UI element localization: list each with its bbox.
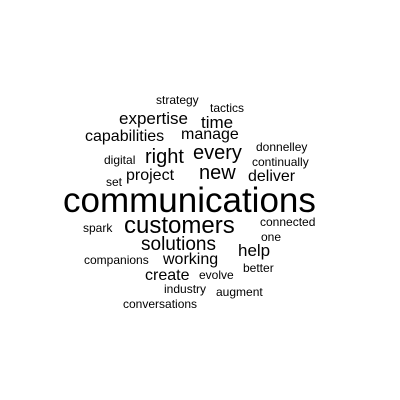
word-better: better [243,261,274,275]
word-capabilities: capabilities [85,128,165,145]
word-spark: spark [83,221,113,235]
word-time: time [201,113,234,132]
word-right: right [145,146,184,168]
word-digital: digital [104,153,136,167]
word-strategy: strategy [156,93,199,107]
word-augment: augment [216,285,263,299]
word-deliver: deliver [248,168,296,185]
word-communications: communications [63,181,316,220]
word-one: one [261,230,282,244]
word-manage: manage [181,126,239,143]
word-industry: industry [164,282,207,296]
word-project: project [126,167,175,184]
word-expertise: expertise [119,109,188,128]
word-donnelley: donnelley [256,140,308,154]
word-connected: connected [260,215,316,229]
word-solutions: solutions [141,234,216,255]
word-continually: continually [252,155,309,169]
word-set: set [106,175,123,189]
word-every: every [193,142,242,164]
word-new: new [199,162,236,184]
word-conversations: conversations [123,297,198,311]
word-customers: customers [124,212,235,239]
word-working: working [163,251,219,268]
word-tactics: tactics [210,101,245,115]
word-evolve: evolve [199,268,234,282]
word-companions: companions [84,253,149,267]
word-help: help [238,241,271,260]
word-create: create [145,267,190,284]
